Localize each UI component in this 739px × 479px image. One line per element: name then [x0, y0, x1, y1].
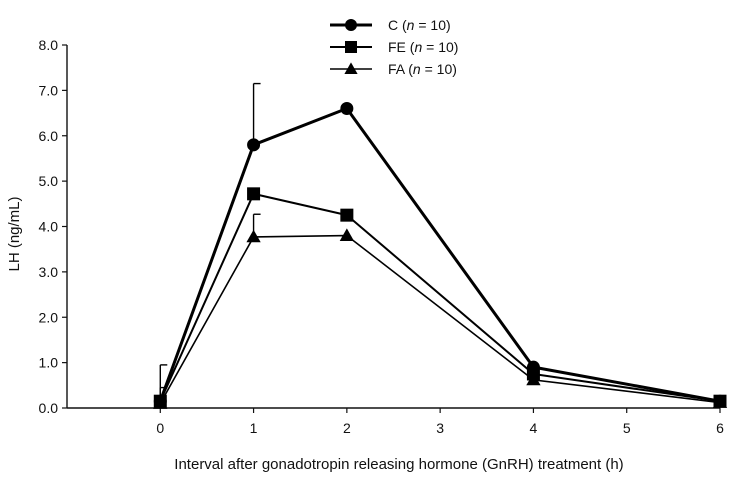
x-tick-label: 0	[156, 420, 164, 436]
legend-label: C (n = 10)	[388, 17, 451, 33]
y-tick-label: 3.0	[39, 264, 59, 280]
x-ticks: 0 1 2 3 4 5 6	[156, 408, 724, 436]
data-point-circle	[247, 138, 261, 152]
y-tick-label: 1.0	[39, 355, 59, 371]
series-line	[159, 234, 721, 404]
series-line	[159, 192, 721, 403]
axes	[66, 45, 720, 409]
legend-label: FA (n = 10)	[388, 61, 457, 77]
y-tick-label: 5.0	[39, 173, 59, 189]
x-tick-label: 6	[716, 420, 724, 436]
series-c	[153, 82, 727, 408]
x-tick-label: 4	[530, 420, 538, 436]
y-tick-label: 4.0	[39, 219, 59, 235]
y-tick-label: 8.0	[39, 37, 59, 53]
series-fe	[153, 187, 727, 408]
data-point-circle	[713, 394, 727, 408]
y-tick-label: 0.0	[39, 400, 59, 416]
x-tick-label: 2	[343, 420, 351, 436]
legend-item-fa: FA (n = 10)	[330, 61, 457, 77]
legend-label: FE (n = 10)	[388, 39, 458, 55]
legend: C (n = 10) FE (n = 10) FA (n = 10)	[330, 17, 458, 77]
series-layer	[153, 82, 728, 409]
data-point-circle	[526, 360, 540, 374]
data-point-triangle	[339, 228, 355, 241]
x-tick-label: 1	[250, 420, 258, 436]
data-point-triangle	[344, 62, 358, 74]
y-axis-label: LH (ng/mL)	[6, 196, 23, 271]
y-tick-label: 6.0	[39, 128, 59, 144]
data-point-circle	[153, 394, 167, 408]
x-axis-label: Interval after gonadotropin releasing ho…	[174, 456, 623, 473]
data-point-circle	[340, 102, 354, 116]
legend-item-c: C (n = 10)	[330, 17, 451, 33]
x-tick-label: 5	[623, 420, 631, 436]
series-fa	[153, 213, 728, 409]
data-point-triangle	[246, 229, 261, 243]
data-point-square	[340, 208, 354, 222]
y-ticks: 0.0 1.0 2.0 3.0 4.0 5.0 6.0 7.0 8.0	[39, 37, 67, 416]
x-tick-label: 3	[436, 420, 444, 436]
y-tick-label: 7.0	[39, 82, 59, 98]
data-point-square	[247, 187, 261, 201]
data-point-square	[345, 41, 357, 53]
legend-item-fe: FE (n = 10)	[330, 39, 458, 55]
y-tick-label: 2.0	[39, 309, 59, 325]
data-point-circle	[345, 19, 357, 31]
